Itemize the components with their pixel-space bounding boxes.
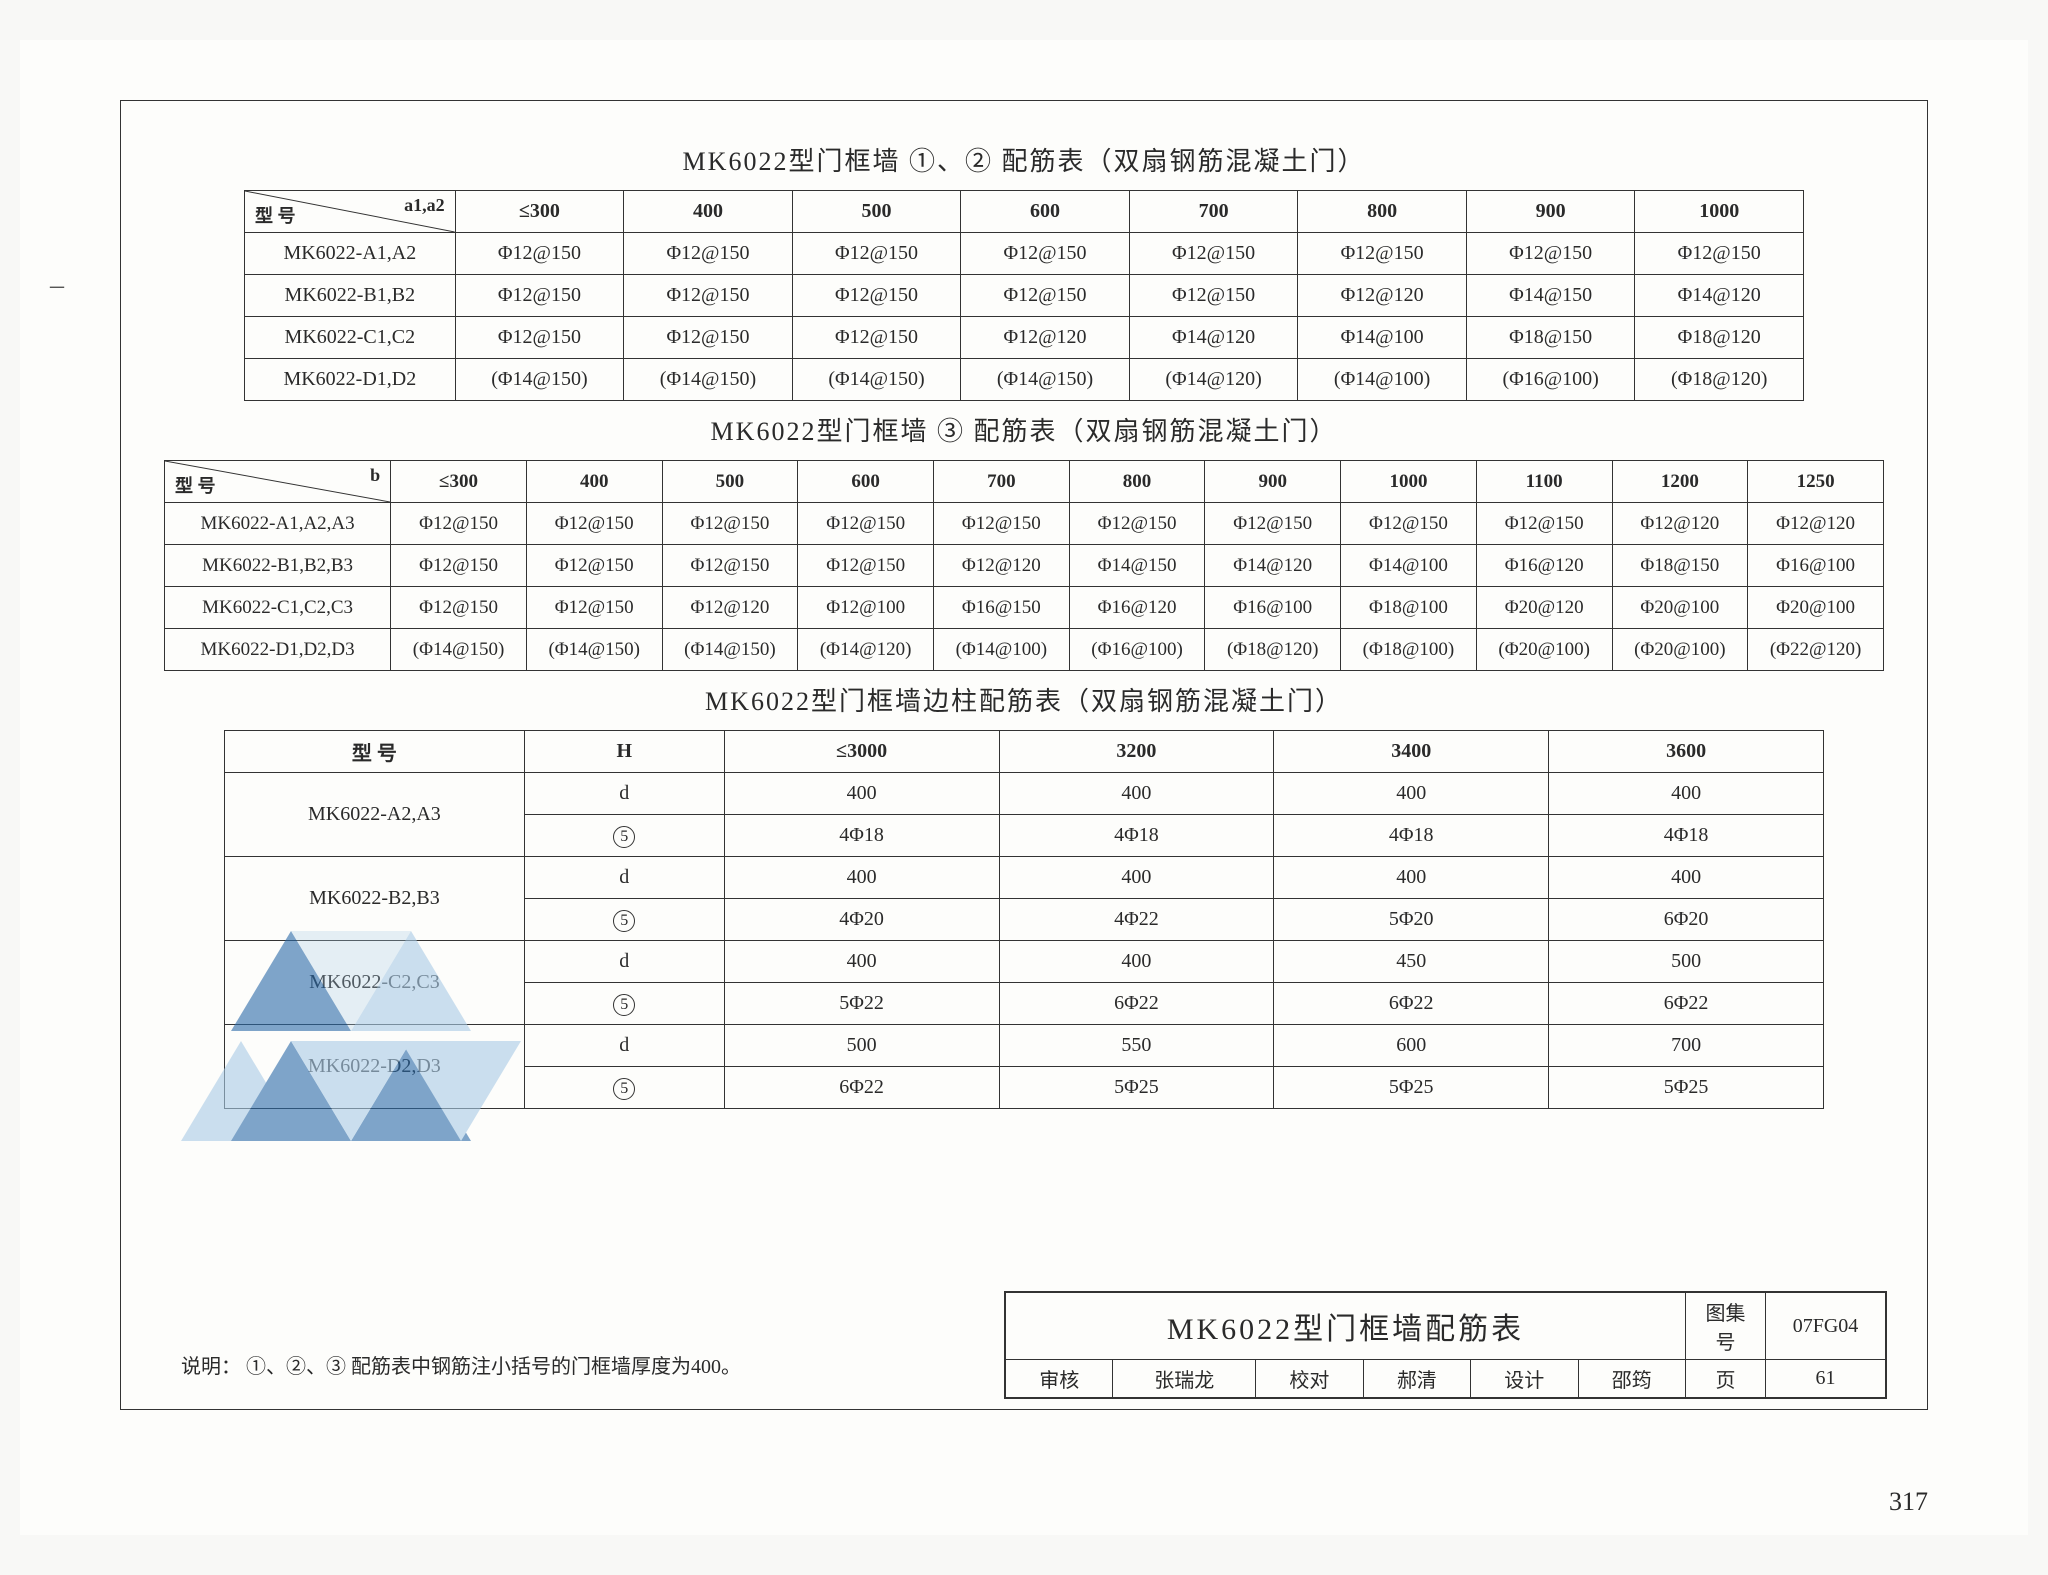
table1-header-diag: a1,a2 型 号 bbox=[245, 191, 456, 233]
t1-col: 800 bbox=[1298, 191, 1467, 233]
t1-col: 900 bbox=[1466, 191, 1635, 233]
t1-col: ≤300 bbox=[455, 191, 624, 233]
table-row: MK6022-A1,A2Φ12@150Φ12@150Φ12@150Φ12@150… bbox=[245, 233, 1804, 275]
title-block: MK6022型门框墙配筋表 图集号 07FG04 审核 张瑞龙 校对 郝清 设计… bbox=[1004, 1291, 1887, 1399]
circled-5-icon: 5 bbox=[613, 994, 635, 1016]
table3-title: MK6022型门框墙边柱配筋表（双扇钢筋混凝土门） bbox=[161, 681, 1887, 718]
note-text: 说明： ①、②、③ 配筋表中钢筋注小括号的门框墙厚度为400。 bbox=[181, 1350, 741, 1379]
table-row: MK6022-B1,B2Φ12@150Φ12@150Φ12@150Φ12@150… bbox=[245, 275, 1804, 317]
table-row: MK6022-D1,D2,D3(Φ14@150)(Φ14@150)(Φ14@15… bbox=[165, 629, 1884, 671]
table-row: MK6022-A2,A3d400400400400 bbox=[225, 773, 1824, 815]
page: – MK6022型门框墙 ①、② 配筋表（双扇钢筋混凝土门） a1,a2 型 号… bbox=[20, 40, 2028, 1535]
t3-header-model: 型 号 bbox=[225, 731, 525, 773]
table-row: MK6022-C1,C2Φ12@150Φ12@150Φ12@150Φ12@120… bbox=[245, 317, 1804, 359]
t1-col: 400 bbox=[624, 191, 793, 233]
t1-col: 1000 bbox=[1635, 191, 1804, 233]
table-row: MK6022-B1,B2,B3Φ12@150Φ12@150Φ12@150Φ12@… bbox=[165, 545, 1884, 587]
circled-5-icon: 5 bbox=[613, 910, 635, 932]
circled-5-icon: 5 bbox=[613, 1078, 635, 1100]
table-row: MK6022-C2,C3d400400450500 bbox=[225, 941, 1824, 983]
table-row: MK6022-B2,B3d400400400400 bbox=[225, 857, 1824, 899]
drawing-title: MK6022型门框墙配筋表 bbox=[1006, 1293, 1686, 1360]
table3: 型 号 H ≤3000 3200 3400 3600 MK6022-A2,A3d… bbox=[224, 730, 1824, 1109]
table2-header-diag: b 型 号 bbox=[165, 461, 391, 503]
table1: a1,a2 型 号 ≤300 400 500 600 700 800 900 1… bbox=[244, 190, 1804, 401]
margin-mark: – bbox=[50, 270, 64, 302]
table1-title: MK6022型门框墙 ①、② 配筋表（双扇钢筋混凝土门） bbox=[161, 141, 1887, 178]
t1-col: 600 bbox=[961, 191, 1130, 233]
page-number: 317 bbox=[1889, 1487, 1928, 1517]
table2: b 型 号 ≤300400500600700800900100011001200… bbox=[164, 460, 1884, 671]
table-row: MK6022-D2,D3d500550600700 bbox=[225, 1025, 1824, 1067]
table2-title: MK6022型门框墙 ③ 配筋表（双扇钢筋混凝土门） bbox=[161, 411, 1887, 448]
table-row: MK6022-C1,C2,C3Φ12@150Φ12@150Φ12@120Φ12@… bbox=[165, 587, 1884, 629]
table-row: MK6022-A1,A2,A3Φ12@150Φ12@150Φ12@150Φ12@… bbox=[165, 503, 1884, 545]
t1-col: 500 bbox=[792, 191, 961, 233]
circled-5-icon: 5 bbox=[613, 826, 635, 848]
table-row: MK6022-D1,D2(Φ14@150)(Φ14@150)(Φ14@150)(… bbox=[245, 359, 1804, 401]
drawing-frame: MK6022型门框墙 ①、② 配筋表（双扇钢筋混凝土门） a1,a2 型 号 ≤… bbox=[120, 100, 1928, 1410]
t1-col: 700 bbox=[1129, 191, 1298, 233]
t3-header-param: H bbox=[524, 731, 724, 773]
